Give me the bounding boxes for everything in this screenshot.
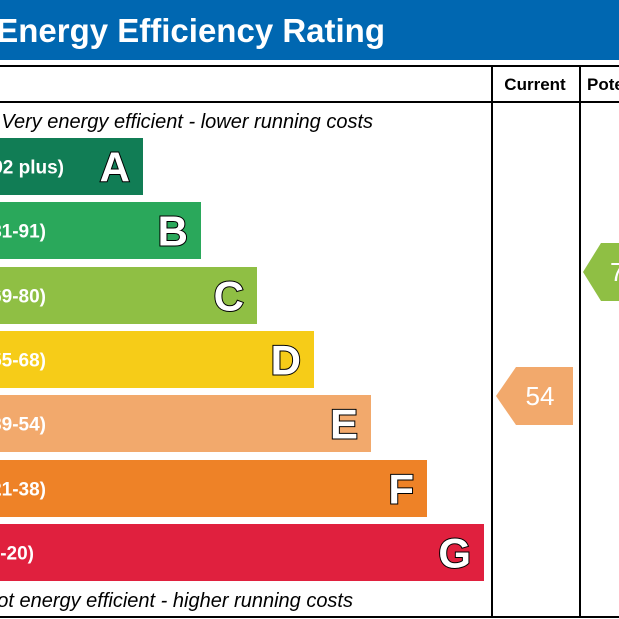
band-bar — [0, 460, 427, 517]
table-frame — [0, 65, 619, 618]
potential-header: Potential — [587, 75, 619, 94]
band-bar — [0, 202, 201, 259]
band-range: (55-68) — [0, 351, 46, 372]
band-letter: A — [100, 144, 130, 191]
current-value: 54 — [526, 381, 555, 411]
band-range: (39-54) — [0, 415, 46, 436]
band-letter: G — [438, 530, 471, 577]
band-range: (92 plus) — [0, 158, 64, 179]
band-bar — [0, 331, 314, 388]
potential-arrow — [583, 243, 619, 301]
bands: (92 plus) A (81-91) B (69-80) C (55-68) D (39-54… — [0, 138, 484, 581]
band-bar — [0, 524, 484, 581]
band-bar — [0, 395, 371, 452]
band-letter: B — [158, 208, 188, 255]
current-arrow — [496, 367, 573, 425]
potential-value: 7 — [610, 257, 619, 287]
band-letter: F — [388, 466, 414, 513]
top-note: Very energy efficient - lower running co… — [1, 111, 373, 133]
band-bar — [0, 267, 257, 324]
band-letter: D — [271, 337, 301, 384]
title-bar — [0, 0, 619, 60]
band-letter: E — [330, 401, 358, 448]
arrows: 54 7 — [496, 243, 619, 425]
band-bar — [0, 138, 143, 195]
band-range: (21-38) — [0, 480, 46, 501]
bottom-note: Not energy efficient - higher running co… — [0, 590, 353, 612]
current-header: Current — [504, 75, 566, 94]
band-range: (81-91) — [0, 222, 46, 243]
band-range: (69-80) — [0, 287, 46, 308]
band-range: (1-20) — [0, 544, 34, 565]
band-letter: C — [214, 273, 244, 320]
title: Energy Efficiency Rating — [0, 12, 385, 49]
